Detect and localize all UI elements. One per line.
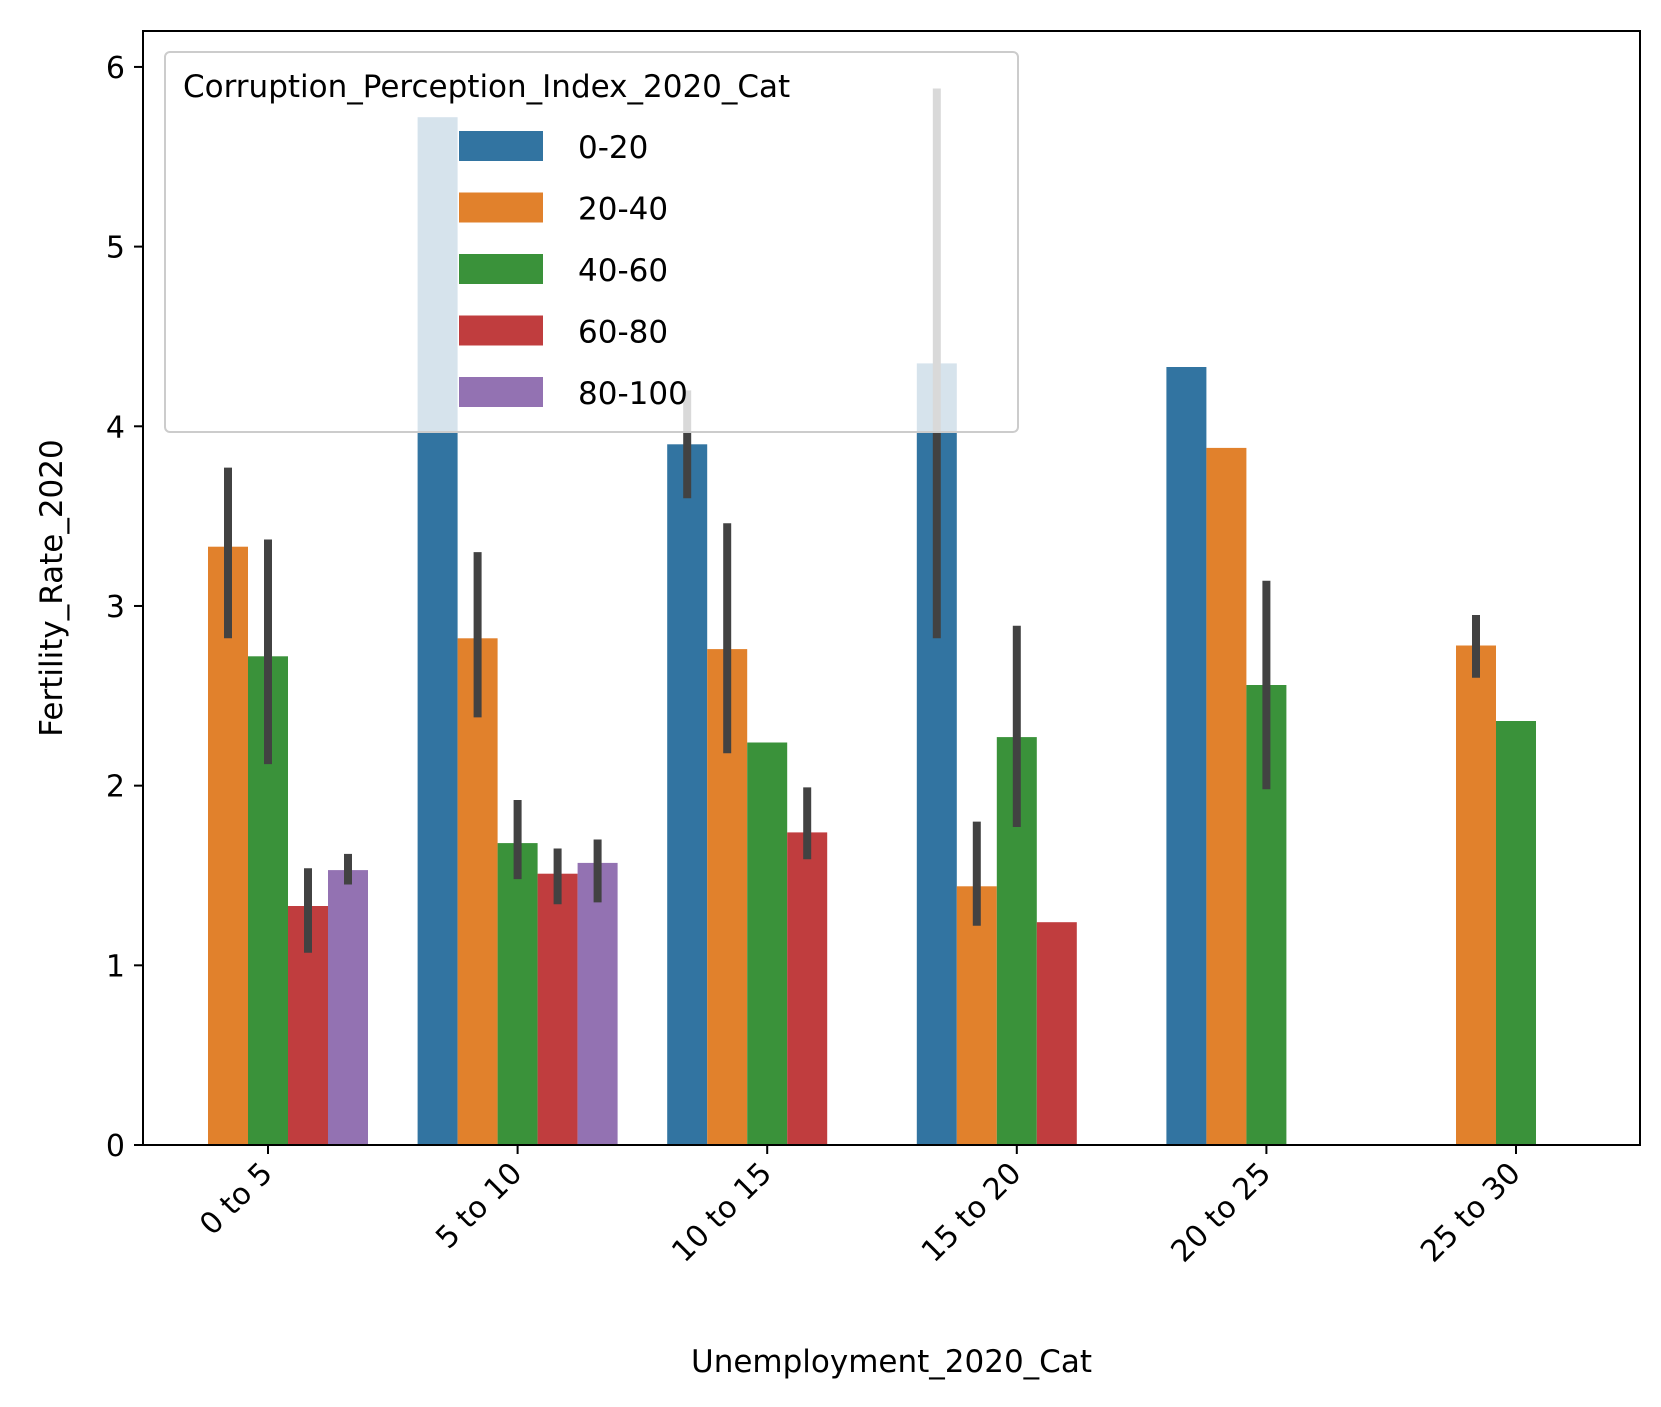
y-axis-title: Fertility_Rate_2020 <box>34 439 70 736</box>
x-axis-title: Unemployment_2020_Cat <box>691 1344 1092 1380</box>
y-tick-label: 4 <box>106 410 125 445</box>
bar-80-100-0-to-5 <box>328 870 368 1145</box>
legend-label-0-20: 0-20 <box>578 130 648 166</box>
error-bars-layer <box>224 88 1480 953</box>
legend-swatch-20-40 <box>459 192 543 223</box>
bar-40-60-25-to-30 <box>1496 721 1536 1145</box>
bar-20-40-0-to-5 <box>208 546 248 1145</box>
bar-20-40-20-to-25 <box>1206 447 1247 1145</box>
y-tick-label: 1 <box>106 949 125 984</box>
bar-0-20-20-to-25 <box>1166 367 1207 1145</box>
bar-60-80-5-to-10 <box>537 873 578 1145</box>
legend-title: Corruption_Perception_Index_2020_Cat <box>183 69 790 105</box>
y-tick-label: 3 <box>106 590 125 625</box>
legend-swatch-60-80 <box>459 315 543 346</box>
bar-60-80-15-to-20 <box>1036 922 1077 1145</box>
legend-label-20-40: 20-40 <box>578 192 668 228</box>
bar-40-60-10-to-15 <box>747 742 788 1145</box>
bar-20-40-25-to-30 <box>1456 645 1496 1145</box>
legend-swatch-0-20 <box>459 131 543 161</box>
legend-label-40-60: 40-60 <box>578 253 668 289</box>
legend-frame <box>164 51 1019 433</box>
legend-label-80-100: 80-100 <box>578 376 688 412</box>
plot-frame <box>142 30 1641 1146</box>
bar-40-60-5-to-10 <box>497 843 538 1145</box>
bar-0-20-10-to-15 <box>667 444 708 1145</box>
bar-20-40-15-to-20 <box>956 886 997 1145</box>
y-tick-label: 5 <box>106 231 125 266</box>
y-tick-label: 0 <box>106 1129 125 1164</box>
legend-label-60-80: 60-80 <box>578 315 668 351</box>
legend-swatch-40-60 <box>459 254 543 284</box>
bar-20-40-5-to-10 <box>457 638 498 1145</box>
legend: Corruption_Perception_Index_2020_Cat 0-2… <box>164 51 1019 433</box>
bar-80-100-5-to-10 <box>577 862 618 1145</box>
y-tick-label: 6 <box>106 51 125 86</box>
y-tick-label: 2 <box>106 770 125 805</box>
bar-60-80-10-to-15 <box>787 832 828 1145</box>
legend-swatch-80-100 <box>459 377 543 407</box>
